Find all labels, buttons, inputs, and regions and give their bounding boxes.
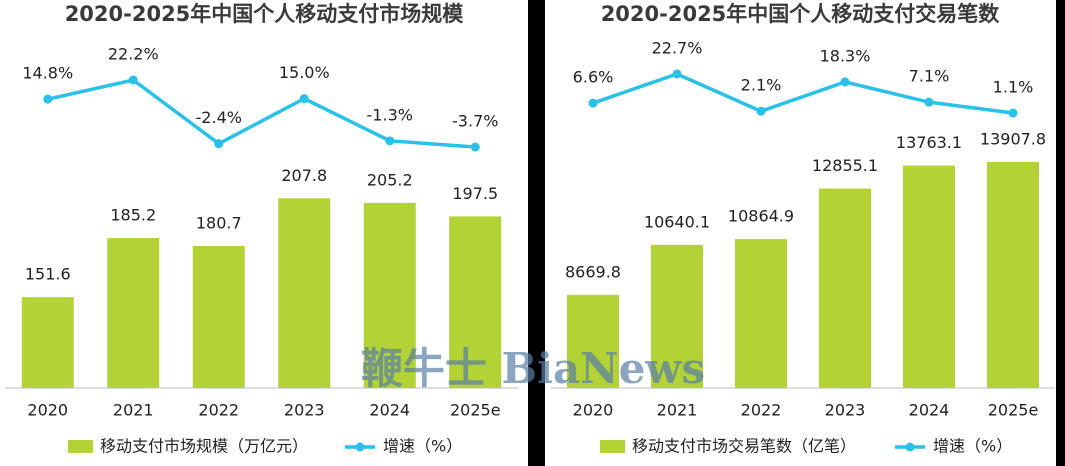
chart-title: 2020-2025年中国个人移动支付交易笔数: [601, 2, 1001, 26]
growth-point: [588, 98, 598, 108]
legend-swatch: [600, 440, 625, 453]
growth-label: 18.3%: [820, 46, 871, 65]
growth-label: 15.0%: [279, 63, 330, 82]
x-tick-label: 2023: [284, 401, 325, 420]
bar: [735, 239, 787, 388]
growth-label: 22.7%: [652, 38, 703, 57]
growth-point: [756, 106, 766, 116]
bar-value-label: 13907.8: [980, 129, 1046, 148]
bar: [278, 198, 331, 388]
bar-value-label: 185.2: [110, 206, 156, 225]
x-tick-label: 2022: [198, 401, 239, 420]
legend-swatch: [68, 440, 93, 453]
bar: [903, 165, 955, 388]
bar: [651, 244, 703, 388]
chart-title: 2020-2025年中国个人移动支付市场规模: [65, 2, 465, 26]
bar: [21, 297, 74, 388]
growth-point: [299, 94, 309, 104]
legend-label: 移动支付市场交易笔数（亿笔）: [632, 437, 856, 456]
separator: [528, 0, 545, 466]
growth-line: [592, 72, 1014, 115]
bar: [987, 161, 1039, 388]
growth-label: 7.1%: [909, 67, 950, 86]
bar-value-label: 10864.9: [728, 207, 794, 226]
bar-value-label: 8669.8: [565, 262, 621, 281]
legend-label: 移动支付市场规模（万亿元）: [100, 437, 308, 456]
x-tick-label: 2024: [369, 401, 410, 420]
growth-point: [385, 136, 395, 146]
x-tick-label: 2020: [573, 401, 614, 420]
x-tick-label: 2021: [113, 401, 154, 420]
legend-dot: [355, 442, 365, 452]
bar-value-label: 180.7: [196, 213, 242, 232]
bar: [819, 188, 871, 388]
x-tick-label: 2021: [657, 401, 698, 420]
x-tick-label: 2025e: [988, 401, 1039, 420]
bar: [449, 216, 502, 388]
bar: [107, 238, 160, 388]
bar-value-label: 205.2: [367, 170, 413, 189]
growth-point: [128, 75, 138, 85]
growth-line: [47, 78, 476, 149]
x-tick-label: 2020: [27, 401, 68, 420]
growth-label: 1.1%: [993, 78, 1034, 97]
growth-point: [43, 94, 53, 104]
border: [1056, 0, 1065, 466]
growth-label: -1.3%: [367, 105, 413, 124]
bar: [363, 202, 416, 388]
growth-point: [672, 69, 682, 79]
x-tick-label: 2022: [741, 401, 782, 420]
bar-value-label: 13763.1: [896, 133, 962, 152]
growth-label: 22.2%: [108, 45, 159, 64]
watermark: 鞭牛士 BiaNews: [361, 344, 705, 393]
growth-point: [1008, 108, 1018, 118]
bar: [192, 245, 245, 388]
bar-value-label: 151.6: [25, 265, 71, 284]
legend-label: 增速（%）: [383, 437, 462, 456]
growth-label: -3.7%: [452, 112, 498, 131]
bar-value-label: 10640.1: [644, 212, 710, 231]
bar-value-label: 12855.1: [812, 156, 878, 175]
growth-label: 2.1%: [741, 76, 782, 95]
x-tick-label: 2023: [825, 401, 866, 420]
growth-point: [214, 139, 224, 149]
growth-point: [470, 142, 480, 152]
bar: [567, 294, 619, 388]
growth-point: [840, 77, 850, 87]
legend-dot: [905, 442, 915, 452]
x-tick-label: 2025e: [450, 401, 501, 420]
growth-label: -2.4%: [196, 108, 242, 127]
growth-label: 14.8%: [22, 64, 73, 83]
bar-value-label: 207.8: [281, 166, 327, 185]
bar-value-label: 197.5: [452, 184, 498, 203]
growth-point: [924, 97, 934, 107]
x-tick-label: 2024: [909, 401, 950, 420]
legend-label: 增速（%）: [933, 437, 1012, 456]
growth-label: 6.6%: [573, 68, 614, 87]
